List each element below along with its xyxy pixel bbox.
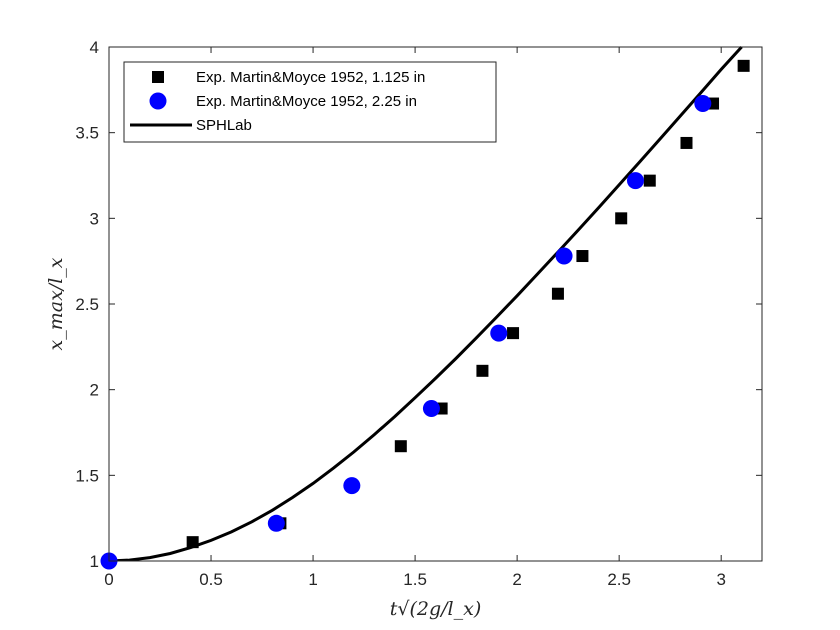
data-point-square — [551, 287, 564, 300]
y-tick-label: 1 — [90, 552, 99, 571]
data-point-square — [737, 59, 750, 72]
legend-label: Exp. Martin&Moyce 1952, 2.25 in — [196, 93, 417, 110]
x-tick-label: 1.5 — [403, 570, 427, 589]
data-point-square — [576, 250, 589, 263]
data-point-circle — [694, 95, 712, 113]
data-point-circle — [422, 400, 440, 418]
x-tick-label: 2 — [512, 570, 521, 589]
data-point-square — [186, 536, 199, 549]
x-tick-label: 1 — [308, 570, 317, 589]
y-tick-label: 1.5 — [75, 466, 99, 485]
x-axis-title: t√(2g/l_x) — [390, 598, 482, 620]
data-point-square — [476, 364, 489, 377]
legend-label: Exp. Martin&Moyce 1952, 1.125 in — [196, 69, 425, 86]
legend-label: SPHLab — [196, 117, 252, 134]
x-tick-label: 0 — [104, 570, 113, 589]
legend-circle-marker — [149, 92, 167, 110]
data-point-square — [643, 174, 656, 187]
y-axis-title: x_max/l_x — [45, 257, 67, 350]
data-point-square — [680, 136, 693, 149]
legend-item-sphlab: SPHLab — [130, 117, 252, 134]
y-tick-label: 3.5 — [75, 124, 99, 143]
data-point-circle — [267, 514, 285, 532]
x-tick-label: 2.5 — [607, 570, 631, 589]
data-point-circle — [343, 477, 361, 495]
data-point-square — [615, 212, 628, 225]
y-tick-label: 2.5 — [75, 295, 99, 314]
data-point-circle — [490, 324, 508, 342]
x-tick-label: 3 — [716, 570, 725, 589]
y-tick-label: 2 — [90, 381, 99, 400]
legend-square-marker — [152, 71, 164, 83]
plot-frame — [108, 46, 763, 562]
x-tick-label: 0.5 — [199, 570, 223, 589]
data-point-square — [507, 327, 520, 340]
data-point-circle — [626, 172, 644, 190]
axis-ticks: 0 0.5 1 1.5 2 2.5 3 1 1.5 2 2.5 3 3.5 4 — [75, 38, 762, 589]
data-point-circle — [555, 247, 573, 265]
y-tick-label: 4 — [90, 38, 99, 57]
y-tick-label: 3 — [90, 209, 99, 228]
series-layer — [100, 46, 750, 570]
data-point-square — [394, 440, 407, 453]
legend-item-225in: Exp. Martin&Moyce 1952, 2.25 in — [149, 92, 417, 110]
legend-box — [123, 61, 497, 143]
series-line-sphlab — [109, 46, 743, 561]
legend: Exp. Martin&Moyce 1952, 1.125 in Exp. Ma… — [123, 61, 497, 143]
legend-item-1125in: Exp. Martin&Moyce 1952, 1.125 in — [152, 69, 425, 86]
